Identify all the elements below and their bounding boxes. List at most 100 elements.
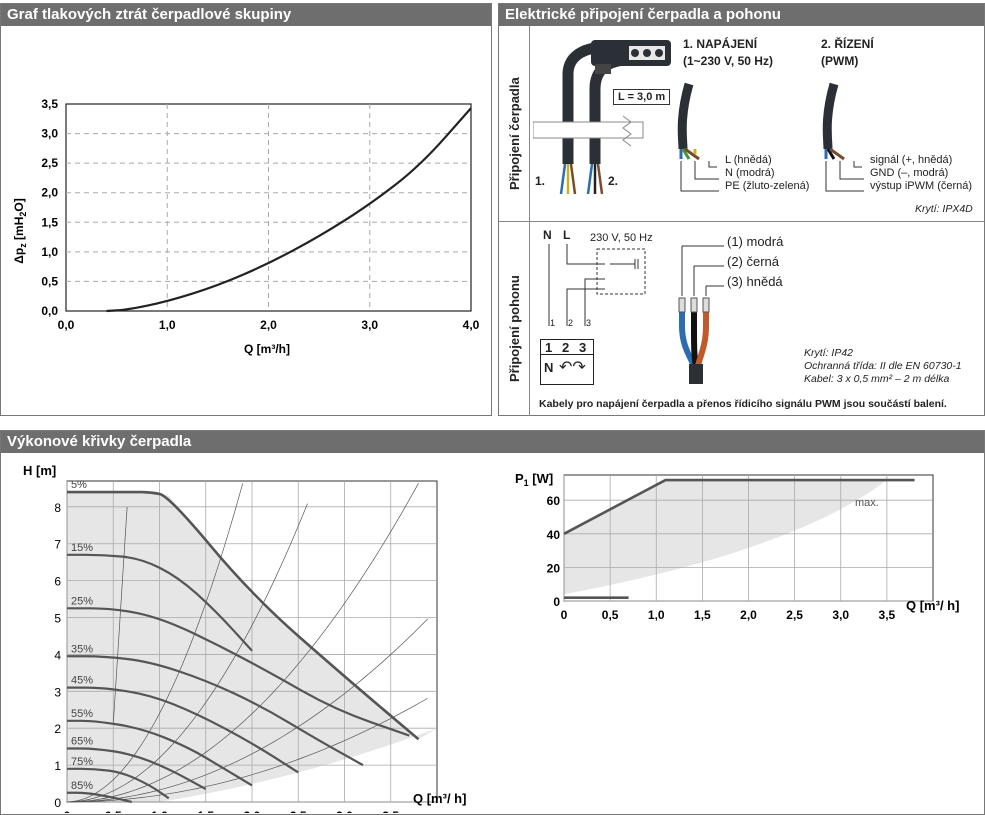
y-tick-label: 2,5 [41, 156, 58, 170]
terminal-2: 2 [562, 340, 570, 355]
terminal-L-label: L [563, 228, 571, 242]
power-area [564, 480, 887, 595]
system-curve [66, 483, 244, 803]
wire-N-label: N (modrá) [725, 167, 775, 179]
protection-class: Ochranná třída: II dle EN 60730-1 [804, 360, 962, 372]
ip-rating-top: Krytí: IPX4D [915, 203, 973, 215]
power-title: 1. NAPÁJENÍ [683, 37, 758, 51]
power-chart: 0 20 40 60 0 0,5 1,0 1,5 2,0 2,5 3,0 3,5 P1 [W] Q [… [515, 471, 959, 622]
ip-rating-bottom: Krytí: IP42 [804, 347, 854, 359]
terminal-bottom-N: N [544, 360, 554, 375]
y-tick-label: 4 [54, 648, 61, 662]
y-tick-label: 0,0 [41, 304, 58, 318]
y-tick-label: 1 [54, 759, 61, 773]
performance-panel: Výkonové křivky čerpadla 5% 15% 25% 35% 45% 5… [0, 430, 985, 815]
panel-title: Elektrické připojení čerpadla a pohonu [499, 4, 984, 26]
system-curve [66, 483, 419, 803]
y-tick-label: 2,0 [41, 186, 58, 200]
y-tick-label: 0 [54, 796, 61, 810]
x-tick-label: 0,5 [602, 608, 619, 622]
x-tick-label: 2,5 [290, 809, 307, 813]
wire-gnd-label: GND (–, modrá) [870, 167, 949, 179]
x-tick-label: 4,0 [463, 318, 480, 332]
x-tick-label: 3,0 [832, 608, 849, 622]
wire-out-label: výstup iPWM (černá) [870, 180, 973, 192]
y-axis-label: H [m] [23, 463, 56, 478]
power-curve [563, 478, 915, 535]
panel-title: Výkonové křivky čerpadla [1, 431, 984, 453]
x-tick-label: 1,0 [159, 318, 176, 332]
cable-spec: Kabel: 3 x 0,5 mm² – 2 m délka [804, 373, 950, 385]
x-tick-label: 3,0 [361, 318, 378, 332]
y-tick-label: 6 [54, 575, 61, 589]
y-tick-label: 60 [547, 494, 561, 508]
x-tick-label: 3,5 [879, 608, 896, 622]
speed-curve [66, 553, 253, 652]
pressure-loss-curve [106, 107, 472, 313]
x-tick-label: 2,0 [740, 608, 757, 622]
rotation-arrows: ↶↷ [559, 359, 586, 376]
y-tick-label: 2 [54, 722, 61, 736]
cable-length-badge: L = 3,0 m [613, 89, 671, 105]
actuator-wire-2-label: (2) černá [727, 254, 780, 269]
y-tick-label: 3,5 [41, 97, 58, 111]
terminal-small-1: 1 [550, 318, 556, 328]
actuator-wire-1-label: (1) modrá [727, 234, 784, 249]
wire-signal-label: signál (+, hnědá) [870, 154, 953, 166]
x-tick-label: 0 [561, 608, 568, 622]
electrical-panel: Elektrické připojení čerpadla a pohonu P… [498, 3, 985, 416]
terminal-N-label: N [543, 228, 552, 242]
speed-curve [67, 767, 170, 800]
actuator-wire-3-label: (3) hnědá [727, 274, 783, 289]
speed-curve [66, 655, 364, 767]
x-tick-label: 2,0 [244, 809, 261, 813]
x-tick-label: 0 [64, 809, 71, 813]
terminal-small-2: 2 [568, 318, 574, 328]
x-tick-label: 2,0 [260, 318, 277, 332]
speed-label: 55% [71, 708, 93, 720]
y-tick-label: 3 [54, 685, 61, 699]
speed-curve [67, 607, 410, 737]
side-label-actuator: Připojení pohonu [507, 275, 522, 382]
speed-label: 25% [71, 595, 93, 607]
x-tick-label: 0,0 [58, 318, 75, 332]
pressure-loss-panel: Graf tlakových ztrát čerpadlové skupiny … [0, 3, 492, 416]
y-axis-label: P1 [W] [515, 471, 553, 488]
pump-connector-illustration [533, 40, 671, 195]
y-tick-label: 7 [54, 538, 61, 552]
x-axis-label: Q [m³/h] [244, 342, 290, 356]
y-tick-label: 1,5 [41, 215, 58, 229]
speed-label: 65% [71, 736, 93, 748]
y-tick-label: 0,5 [41, 274, 58, 288]
control-title: 2. ŘÍZENÍ [821, 37, 874, 51]
speed-curve [67, 490, 420, 741]
x-tick-label: 2,5 [786, 608, 803, 622]
side-label-pump: Připojení čerpadla [507, 77, 522, 190]
power-wires-illustration [677, 82, 719, 192]
terminal-small-3: 3 [586, 318, 592, 328]
pressure-loss-chart: 0,00,51,01,52,02,53,03,50,0 1,0 2,0 3,0 4,0 … [12, 97, 480, 356]
x-tick-label: 3,5 [382, 809, 399, 813]
speed-curve [67, 719, 253, 787]
head-curves-chart: 5% 15% 25% 35% 45% 55% 65% 75% 85% 0 1 2 3 4 5 6 7 8 0 0,5… [23, 463, 466, 813]
x-tick-label: 1,5 [197, 809, 214, 813]
y-tick-label: 20 [547, 561, 561, 575]
speed-label: 45% [71, 675, 93, 687]
actuator-cable-illustration [678, 245, 724, 384]
x-tick-label: 1,0 [151, 809, 168, 813]
x-tick-label: 0,5 [105, 809, 122, 813]
cable-1-label: 1. [535, 174, 546, 188]
x-tick-label: 1,0 [648, 608, 665, 622]
wiring-schematic [548, 244, 646, 326]
y-tick-label: 3,0 [41, 127, 58, 141]
speed-curve [67, 791, 133, 804]
terminal-1: 1 [545, 340, 553, 355]
speed-curve [67, 747, 207, 791]
x-tick-label: 3,0 [336, 809, 353, 813]
y-tick-label: 40 [547, 528, 561, 542]
max-annotation: max. [855, 497, 879, 509]
control-subtitle: (PWM) [821, 54, 859, 68]
y-axis-label: Δpz [mH2O] [12, 198, 28, 264]
y-tick-label: 1,0 [41, 245, 58, 259]
system-curve [112, 506, 128, 725]
